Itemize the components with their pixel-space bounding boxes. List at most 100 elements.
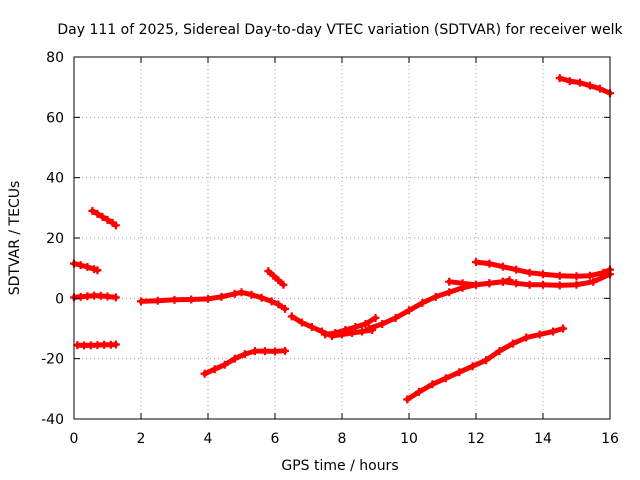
x-tick-label: 16 <box>601 431 619 447</box>
x-tick-label: 0 <box>70 431 79 447</box>
data-point <box>170 295 179 304</box>
series-arc-5 <box>137 288 290 313</box>
data-point <box>589 277 598 286</box>
y-tick-label: 80 <box>46 50 64 66</box>
data-point <box>495 347 504 356</box>
data-point <box>274 276 283 285</box>
data-point <box>575 78 584 87</box>
data-point <box>485 279 494 288</box>
data-point <box>267 297 276 306</box>
data-point <box>555 271 564 280</box>
x-tick-label: 12 <box>467 431 485 447</box>
series-arc-6 <box>200 346 290 378</box>
data-point <box>96 291 105 300</box>
data-point <box>210 365 219 374</box>
data-point <box>307 322 316 331</box>
data-point <box>271 347 279 356</box>
data-point <box>187 295 196 304</box>
data-point <box>403 395 412 404</box>
data-point <box>482 356 491 365</box>
data-point <box>83 262 92 271</box>
data-point <box>525 280 534 289</box>
data-point <box>371 313 380 322</box>
data-point <box>93 209 102 218</box>
y-tick-label: -40 <box>41 412 64 428</box>
data-point <box>287 312 296 321</box>
data-point <box>358 327 367 336</box>
x-tick-label: 14 <box>534 431 552 447</box>
data-point <box>572 280 581 289</box>
data-point <box>522 333 531 342</box>
y-tick-label: 0 <box>55 291 64 307</box>
data-point <box>498 277 507 286</box>
series-arc-13 <box>403 324 568 404</box>
data-point <box>364 324 373 333</box>
data-point <box>539 270 547 279</box>
data-point <box>599 268 608 277</box>
data-point <box>555 74 564 83</box>
data-point <box>230 289 239 298</box>
data-point <box>498 262 507 271</box>
data-point <box>508 339 517 348</box>
data-point <box>76 261 85 270</box>
data-point <box>512 279 521 288</box>
series-track <box>138 289 288 312</box>
data-point <box>485 259 494 268</box>
data-point <box>103 215 112 224</box>
data-point <box>539 280 547 289</box>
data-point <box>274 300 283 309</box>
data-point <box>378 319 387 328</box>
data-point <box>555 281 564 290</box>
data-point <box>83 292 92 301</box>
data-point <box>111 293 120 302</box>
data-point <box>468 362 477 371</box>
axis-ticks <box>73 56 611 420</box>
data-point <box>472 280 480 289</box>
series-arc-7 <box>264 267 288 289</box>
series-arc-9 <box>321 313 380 339</box>
data-point <box>535 330 544 339</box>
data-point <box>153 296 162 305</box>
series-track <box>366 277 512 331</box>
data-point <box>455 368 464 377</box>
data-point <box>230 354 239 363</box>
x-axis-label: GPS time / hours <box>281 458 398 474</box>
data-point <box>297 318 306 327</box>
series-track <box>265 268 286 288</box>
data-series <box>70 74 614 404</box>
data-point <box>86 341 95 350</box>
data-point <box>98 212 107 221</box>
series-arc-14 <box>555 74 614 98</box>
series-arc-3 <box>73 340 120 350</box>
y-tick-label: 20 <box>46 231 64 247</box>
data-point <box>321 330 330 339</box>
data-point <box>247 290 256 299</box>
data-point <box>428 380 437 389</box>
data-point <box>341 326 350 335</box>
y-tick-labels: -40 -20 0 20 40 60 80 <box>41 50 64 428</box>
data-point <box>281 346 290 355</box>
data-point <box>264 267 273 276</box>
data-point <box>418 298 427 307</box>
data-point <box>559 324 568 333</box>
data-point <box>90 291 99 300</box>
x-tick-label: 8 <box>338 431 347 447</box>
series-arc-1 <box>70 259 102 275</box>
data-point <box>405 306 413 315</box>
data-point <box>572 272 581 281</box>
data-point <box>93 341 102 350</box>
data-point <box>240 350 249 359</box>
data-point <box>111 340 120 349</box>
data-point <box>445 277 454 286</box>
data-point <box>88 206 97 215</box>
data-point <box>80 341 89 350</box>
data-point <box>200 369 209 378</box>
x-tick-label: 10 <box>400 431 418 447</box>
data-point <box>111 221 120 230</box>
y-tick-label: -20 <box>41 352 64 368</box>
data-point <box>217 292 226 301</box>
data-point <box>76 292 85 301</box>
data-point <box>361 319 370 328</box>
data-point <box>204 294 212 303</box>
